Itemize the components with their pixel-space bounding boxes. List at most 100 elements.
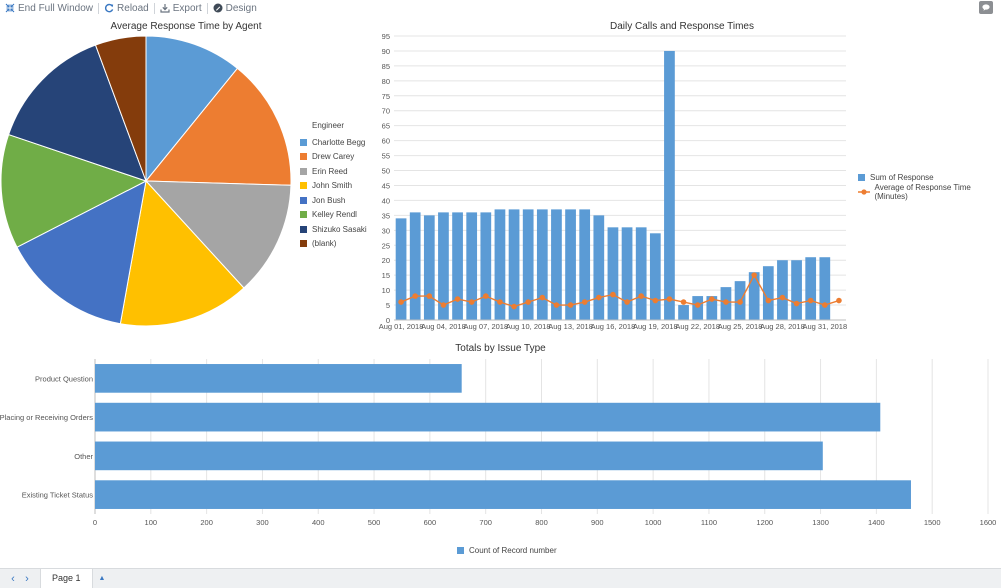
- y-tick-label: 70: [382, 107, 390, 116]
- line-point[interactable]: [723, 299, 729, 305]
- line-point[interactable]: [455, 296, 461, 302]
- bar[interactable]: [424, 215, 435, 320]
- y-tick-label: 65: [382, 122, 390, 131]
- legend-item-engineer: Jon Bush: [300, 193, 367, 208]
- line-point[interactable]: [766, 298, 772, 304]
- line-point[interactable]: [469, 299, 475, 305]
- bar[interactable]: [664, 51, 675, 320]
- line-point[interactable]: [751, 272, 757, 278]
- category-label: Existing Ticket Status: [22, 491, 94, 500]
- legend-line-marker: [858, 188, 870, 196]
- bar[interactable]: [791, 260, 802, 320]
- tab-page-1[interactable]: Page 1: [40, 569, 93, 588]
- line-point[interactable]: [497, 299, 503, 305]
- y-tick-label: 50: [382, 167, 390, 176]
- legend-label: Count of Record number: [469, 546, 557, 555]
- pie-legend-title: Engineer: [300, 121, 367, 130]
- x-tick-label: Aug 31, 2018: [803, 322, 848, 331]
- export-button[interactable]: Export: [155, 0, 207, 16]
- bar[interactable]: [480, 212, 491, 320]
- pie-chart-title: Average Response Time by Agent: [0, 21, 372, 32]
- y-tick-label: 90: [382, 47, 390, 56]
- reload-button[interactable]: Reload: [99, 0, 154, 16]
- bar[interactable]: [650, 233, 661, 320]
- legend-label: Sum of Response: [870, 173, 934, 182]
- line-point[interactable]: [836, 298, 842, 304]
- x-tick-label: Aug 25, 2018: [718, 322, 763, 331]
- line-point[interactable]: [483, 293, 489, 299]
- line-point[interactable]: [794, 301, 800, 307]
- bar[interactable]: [509, 209, 520, 320]
- line-point[interactable]: [610, 292, 616, 298]
- hbar-chart-title: Totals by Issue Type: [0, 343, 1001, 354]
- line-point[interactable]: [398, 299, 404, 305]
- legend-item-engineer: Shizuko Sasaki: [300, 222, 367, 237]
- bar[interactable]: [95, 480, 911, 509]
- legend-label: Drew Carey: [312, 152, 354, 161]
- line-point[interactable]: [511, 304, 517, 310]
- bar[interactable]: [819, 257, 830, 320]
- line-point[interactable]: [568, 302, 574, 308]
- line-point[interactable]: [554, 302, 560, 308]
- line-point[interactable]: [624, 299, 630, 305]
- line-point[interactable]: [653, 298, 659, 304]
- x-tick-label: Aug 07, 2018: [464, 322, 509, 331]
- legend-swatch: [300, 153, 307, 160]
- legend-item-engineer: Charlotte Begg: [300, 135, 367, 150]
- x-tick-label: 1300: [812, 518, 829, 527]
- bar[interactable]: [537, 209, 548, 320]
- line-point[interactable]: [808, 298, 814, 304]
- collapse-icon: [5, 3, 15, 13]
- bar[interactable]: [410, 212, 421, 320]
- line-point[interactable]: [822, 302, 828, 308]
- bar[interactable]: [593, 215, 604, 320]
- legend-label: Erin Reed: [312, 167, 348, 176]
- legend-label: Shizuko Sasaki: [312, 225, 367, 234]
- y-tick-label: 35: [382, 211, 390, 220]
- bar[interactable]: [95, 442, 823, 471]
- bar[interactable]: [678, 305, 689, 320]
- bar[interactable]: [608, 227, 619, 320]
- bar[interactable]: [805, 257, 816, 320]
- next-page-chevron-icon[interactable]: ›: [20, 573, 34, 585]
- bar[interactable]: [622, 227, 633, 320]
- legend-item-engineer: Kelley Rendl: [300, 208, 367, 223]
- pie-chart: [0, 36, 296, 330]
- export-label: Export: [173, 3, 202, 14]
- legend-swatch: [300, 197, 307, 204]
- page-menu-caret-up-icon[interactable]: ▲: [99, 575, 106, 582]
- end-full-window-button[interactable]: End Full Window: [0, 0, 98, 16]
- bar[interactable]: [749, 272, 760, 320]
- line-point[interactable]: [582, 299, 588, 305]
- line-point[interactable]: [709, 296, 715, 302]
- line-point[interactable]: [525, 299, 531, 305]
- line-point[interactable]: [441, 302, 447, 308]
- line-point[interactable]: [412, 293, 418, 299]
- bar[interactable]: [95, 403, 880, 432]
- line-point[interactable]: [681, 299, 687, 305]
- category-label: Product Question: [35, 374, 93, 383]
- x-tick-label: 300: [256, 518, 269, 527]
- bar[interactable]: [452, 212, 463, 320]
- bar[interactable]: [777, 260, 788, 320]
- category-label: Placing or Receiving Orders: [0, 413, 93, 422]
- previous-page-chevron-icon[interactable]: ‹: [6, 573, 20, 585]
- line-point[interactable]: [596, 295, 602, 301]
- y-tick-label: 75: [382, 92, 390, 101]
- bar[interactable]: [95, 364, 462, 393]
- legend-label: Kelley Rendl: [312, 210, 357, 219]
- bar[interactable]: [636, 227, 647, 320]
- line-point[interactable]: [780, 295, 786, 301]
- line-point[interactable]: [638, 293, 644, 299]
- line-point[interactable]: [427, 293, 433, 299]
- line-point[interactable]: [695, 302, 701, 308]
- x-tick-label: 1100: [701, 518, 717, 527]
- design-button[interactable]: Design: [208, 0, 262, 16]
- line-point[interactable]: [540, 295, 546, 301]
- legend-label: Average of Response Time (Minutes): [875, 183, 1001, 201]
- line-point[interactable]: [667, 296, 673, 302]
- comments-button[interactable]: [979, 1, 993, 14]
- bar[interactable]: [692, 296, 703, 320]
- line-point[interactable]: [737, 299, 743, 305]
- x-tick-label: 800: [535, 518, 548, 527]
